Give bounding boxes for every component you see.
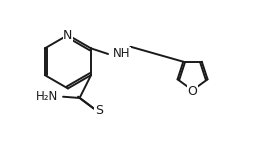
Text: O: O: [188, 85, 198, 98]
Text: NH: NH: [113, 47, 131, 61]
Text: H₂N: H₂N: [36, 90, 58, 103]
Text: N: N: [63, 28, 73, 42]
Text: S: S: [95, 104, 103, 117]
